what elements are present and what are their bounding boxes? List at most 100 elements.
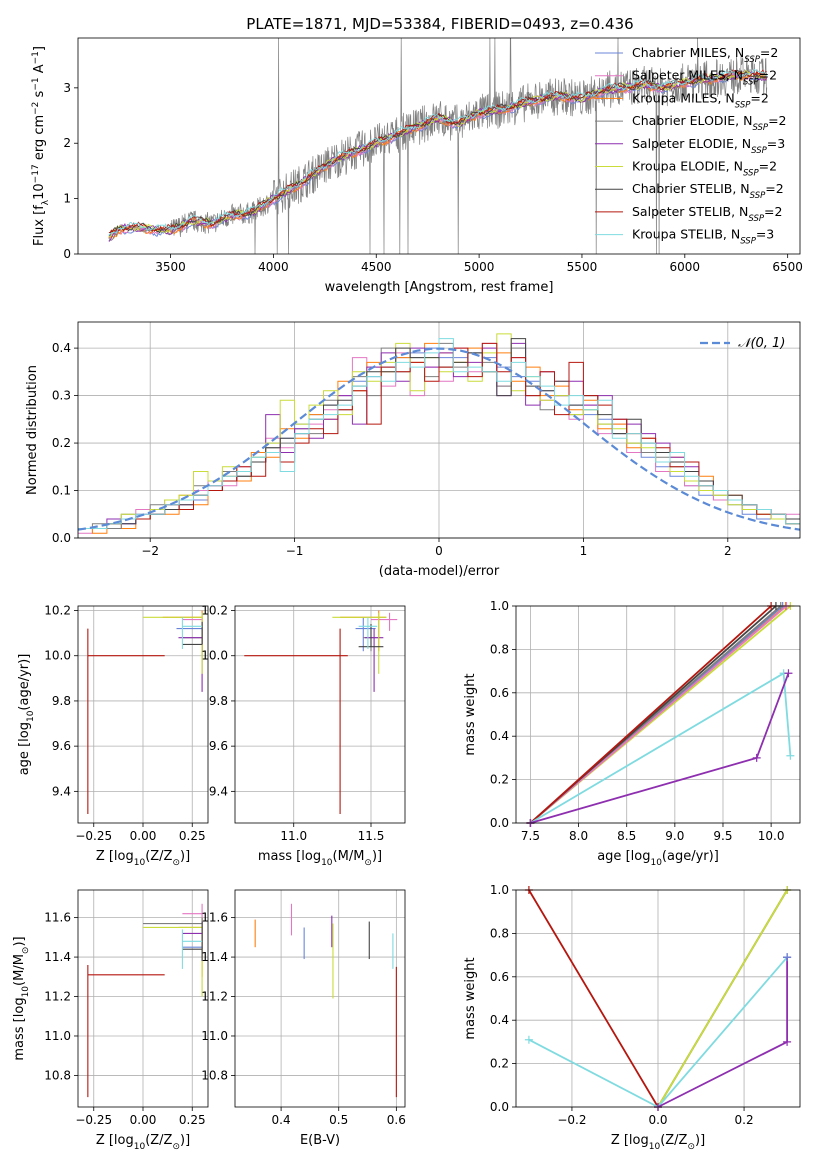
legend-entry-sub: SSP [735, 100, 751, 110]
normal-curve [78, 347, 800, 531]
legend-entry-sub: SSP [743, 169, 759, 179]
age-vs-mass-xlabel: mass [log10(M/M⊙)] [258, 849, 382, 868]
weight-vs-Z-xtick-label: −0.2 [557, 1113, 586, 1127]
mass-vs-EBV-xlabel: E(B-V) [300, 1133, 340, 1148]
spectrum-xtick-label: 6000 [670, 260, 701, 274]
mass-vs-EBV-ytick-label: 11.2 [201, 990, 228, 1004]
weight-vs-Z-ytick-label: 0.2 [490, 1057, 509, 1071]
mass-vs-EBV-xtick-label: 0.5 [329, 1113, 348, 1127]
mass-vs-EBV-background [235, 890, 405, 1107]
histogram-frame [77, 321, 801, 539]
weight-vs-Z-series-line [657, 889, 788, 1108]
age-vs-mass-ytick-label: 9.6 [209, 739, 228, 753]
age-vs-Z-ylabel-part: age [log [17, 722, 32, 775]
legend-entry: Chabrier MILES, NSSP=2 [632, 45, 778, 65]
legend-entry-count: =2 [764, 204, 782, 219]
mass-vs-Z-ylabel: mass [log10(M/M⊙)] [12, 936, 31, 1060]
age-vs-mass-ytick-label: 9.8 [209, 694, 228, 708]
spectrum-ylabel-part: Flux [f [32, 205, 47, 246]
mass-vs-EBV-xtick-label: 0.6 [387, 1113, 406, 1127]
legend-entry: Chabrier ELODIE, NSSP=2 [632, 113, 787, 133]
age-vs-Z-ytick-label: 10.2 [44, 604, 71, 618]
age-vs-mass-xlabel-part: ⊙ [364, 858, 372, 868]
legend-entry-count: =2 [768, 113, 786, 128]
spectrum-xtick-label: 5500 [567, 260, 598, 274]
spectrum-model-line [108, 68, 768, 236]
legend-entry-sub: SSP [744, 55, 760, 65]
age-vs-Z-xlabel-part: (Z/Z [145, 849, 172, 864]
mass-vs-EBV-frame [234, 889, 406, 1108]
legend-entry-label: Salpeter ELODIE, N [632, 136, 751, 151]
mass-vs-Z-ytick-label: 11.4 [44, 950, 71, 964]
histogram-ytick-label: 0.2 [52, 436, 71, 450]
legend-entry: 𝒩(0, 1) [738, 336, 785, 351]
legend-entry-sub: SSP [740, 237, 756, 247]
spectrum-ytick-label: 2 [63, 136, 71, 150]
figure-title: PLATE=1871, MJD=53384, FIBERID=0493, z=0… [246, 15, 633, 33]
legend-entry: Chabrier STELIB, NSSP=2 [632, 181, 784, 201]
mass-vs-Z-xtick-label: 0.25 [179, 1113, 206, 1127]
weight-vs-Z-ylabel: mass weight [463, 957, 478, 1039]
histogram-step-line [78, 338, 800, 538]
legend-entry: Kroupa MILES, NSSP=2 [632, 90, 769, 110]
weight-vs-age-ytick-label: 0.4 [490, 729, 509, 743]
age-vs-Z-axes: −0.25 0.00 0.25 9.4 9.6 9.8 10.0 10.2 [44, 604, 208, 843]
spectrum-xtick-label: 4000 [258, 260, 289, 274]
legend-entry-count: =2 [765, 181, 783, 196]
spectrum-frame [77, 37, 801, 255]
legend-entry-count: =2 [759, 68, 777, 83]
age-vs-Z-ytick-label: 10.0 [44, 649, 71, 663]
mass-vs-Z-ytick-label: 11.6 [44, 911, 71, 925]
mass-vs-Z-ylabel-part: 10 [21, 986, 31, 998]
mass-vs-EBV-ytick-label: 11.0 [201, 1029, 228, 1043]
age-vs-Z-xlabel: Z [log10(Z/Z⊙)] [96, 849, 190, 868]
legend-entry-sub: SSP [748, 214, 764, 224]
spectrum-xtick-label: 6500 [772, 260, 803, 274]
age-vs-Z-xlabel-part: 10 [134, 858, 146, 868]
mass-vs-Z-xlabel-part: ⊙ [172, 1142, 180, 1152]
weight-vs-age-ylabel: mass weight [463, 673, 478, 755]
age-vs-mass-ytick-label: 10.0 [201, 649, 228, 663]
weight-vs-Z-marker [783, 1037, 792, 1046]
weight-vs-age-ytick-label: 1.0 [490, 599, 509, 613]
weight-vs-age-xlabel-part: 10 [650, 858, 662, 868]
weight-vs-age-xlabel-part: (age/yr)] [662, 849, 719, 864]
weight-vs-Z-ytick-label: 0.4 [490, 1013, 509, 1027]
weight-vs-age-frame [515, 605, 801, 824]
age-vs-Z-ylabel-part: 10 [26, 710, 36, 722]
weight-vs-Z-series-line [528, 889, 659, 1108]
weight-vs-Z-xtick-label: 0.2 [735, 1113, 754, 1127]
histogram-ytick-label: 0.0 [52, 531, 71, 545]
weight-vs-Z-xlabel-part: ⊙ [687, 1142, 695, 1152]
spectrum-xlabel: wavelength [Angstrom, rest frame] [325, 280, 554, 295]
legend-entry-label: Chabrier STELIB, N [632, 181, 750, 196]
histogram-xlabel: (data-model)/error [379, 564, 500, 579]
spectrum-xlabel-part: wavelength [Angstrom, rest frame] [325, 280, 554, 295]
age-vs-mass-xlabel-part: (M/M [333, 849, 365, 864]
spectrum-ylabel-part: 10 [32, 183, 47, 200]
age-vs-mass-xtick-label: 11.0 [280, 829, 307, 843]
weight-vs-Z-ytick-label: 0.0 [490, 1100, 509, 1114]
weight-vs-age-xtick-label: 9.0 [665, 829, 684, 843]
age-vs-Z-ytick-label: 9.6 [52, 739, 71, 753]
weight-vs-age-ytick-label: 0.8 [490, 642, 509, 656]
legend-entry-label: Salpeter STELIB, N [632, 204, 748, 219]
mass-vs-Z-ylabel-part: )] [12, 936, 27, 946]
legend-entry-sub: SSP [751, 146, 767, 156]
legend-entry-label: Chabrier MILES, N [632, 45, 744, 60]
legend-entry: Kroupa STELIB, NSSP=3 [632, 227, 774, 247]
weight-vs-Z-axes: −0.2 0.0 0.2 0.0 0.2 0.4 0.6 0.8 1.0 [490, 883, 800, 1127]
weight-vs-Z-marker [524, 1035, 533, 1044]
histogram-xtick-label: 1 [580, 544, 588, 558]
spectrum-ytick-label: 0 [63, 247, 71, 261]
histogram-xtick-label: 0 [435, 544, 443, 558]
legend-entry-count: =2 [750, 90, 768, 105]
weight-vs-age-ytick-label: 0.6 [490, 686, 509, 700]
histogram-ytick-label: 0.3 [52, 389, 71, 403]
mass-vs-Z-ylabel-part: mass [log [12, 997, 27, 1060]
mass-vs-EBV-ytick-label: 11.4 [201, 950, 228, 964]
weight-vs-age-series-line [529, 605, 772, 824]
weight-vs-Z-ytick-label: 1.0 [490, 883, 509, 897]
weight-vs-Z-xlabel-part: (Z/Z [660, 1133, 687, 1148]
weight-vs-age-ytick-label: 0.2 [490, 773, 509, 787]
